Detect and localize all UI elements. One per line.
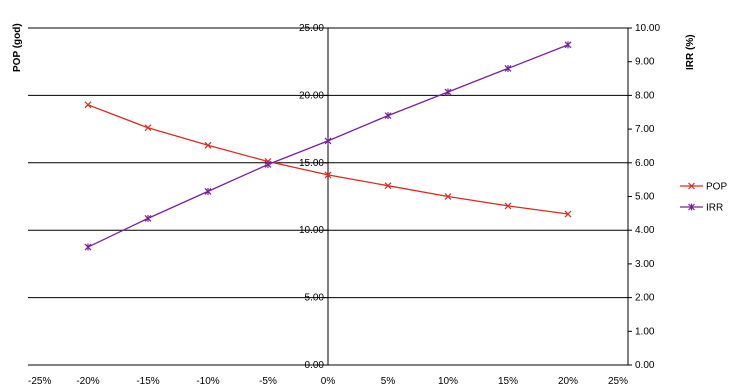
x-tick-label: -10% bbox=[196, 376, 219, 387]
y2-tick-label: 4.00 bbox=[635, 225, 655, 236]
x-tick-label: 0% bbox=[321, 376, 336, 387]
y-tick-label: 5.00 bbox=[305, 293, 325, 304]
y2-tick-label: 7.00 bbox=[635, 124, 655, 135]
data-point bbox=[84, 243, 92, 251]
data-point bbox=[204, 141, 212, 149]
data-point bbox=[144, 214, 152, 222]
y2-tick-label: 9.00 bbox=[635, 57, 655, 68]
x-tick-label: 20% bbox=[558, 376, 578, 387]
y-tick-label: 25.00 bbox=[299, 23, 324, 34]
x-tick-label: 5% bbox=[381, 376, 396, 387]
y-tick-label: 10.00 bbox=[299, 225, 324, 236]
data-point bbox=[384, 182, 392, 190]
data-point bbox=[564, 210, 572, 218]
data-point bbox=[144, 124, 152, 132]
x-tick-label: -25% bbox=[28, 376, 51, 387]
legend-label: IRR bbox=[706, 203, 723, 214]
data-point bbox=[324, 137, 332, 145]
data-point bbox=[444, 88, 452, 96]
data-point bbox=[688, 203, 695, 211]
legend-label: POP bbox=[706, 182, 727, 193]
y2-tick-label: 8.00 bbox=[635, 90, 655, 101]
data-point bbox=[504, 64, 512, 72]
y2-axis-title: IRR (%) bbox=[685, 34, 696, 70]
x-tick-label: -5% bbox=[259, 376, 277, 387]
data-point bbox=[84, 101, 92, 109]
y-tick-label: 0.00 bbox=[305, 360, 325, 371]
data-point bbox=[444, 193, 452, 200]
axes bbox=[324, 27, 632, 366]
data-point bbox=[564, 41, 572, 49]
y2-tick-label: 6.00 bbox=[635, 158, 655, 169]
legend-item-pop: POP bbox=[680, 182, 727, 193]
series-irr bbox=[84, 41, 572, 251]
y2-tick-label: 2.00 bbox=[635, 293, 655, 304]
x-tick-label: -20% bbox=[76, 376, 99, 387]
data-point bbox=[324, 171, 332, 179]
data-point bbox=[504, 202, 512, 210]
series-pop bbox=[84, 101, 572, 218]
data-point bbox=[204, 187, 212, 195]
legend: POP IRR bbox=[680, 182, 727, 214]
x-tick-label: -15% bbox=[136, 376, 159, 387]
data-point bbox=[688, 182, 695, 190]
y2-tick-label: 3.00 bbox=[635, 259, 655, 270]
series-group bbox=[84, 41, 572, 251]
x-tick-label: 10% bbox=[438, 376, 458, 387]
y-axis-title: POP (god) bbox=[12, 23, 23, 72]
y2-tick-label: 5.00 bbox=[635, 192, 655, 203]
y-tick-label: 15.00 bbox=[299, 158, 324, 169]
y2-tick-label: 1.00 bbox=[635, 326, 655, 337]
data-point bbox=[384, 112, 392, 120]
x-tick-label: 15% bbox=[498, 376, 518, 387]
tick-labels: 0.00 5.00 10.00 15.00 20.00 25.00 0.00 1.00 2.00… bbox=[28, 23, 660, 387]
x-tick-label: 25% bbox=[608, 376, 628, 387]
data-point bbox=[264, 160, 272, 168]
y2-tick-label: 10.00 bbox=[635, 23, 660, 34]
y-tick-label: 20.00 bbox=[299, 90, 324, 101]
axis-titles: POP (god) IRR (%) bbox=[12, 23, 696, 72]
y2-tick-label: 0.00 bbox=[635, 360, 655, 371]
legend-item-irr: IRR bbox=[680, 203, 723, 214]
